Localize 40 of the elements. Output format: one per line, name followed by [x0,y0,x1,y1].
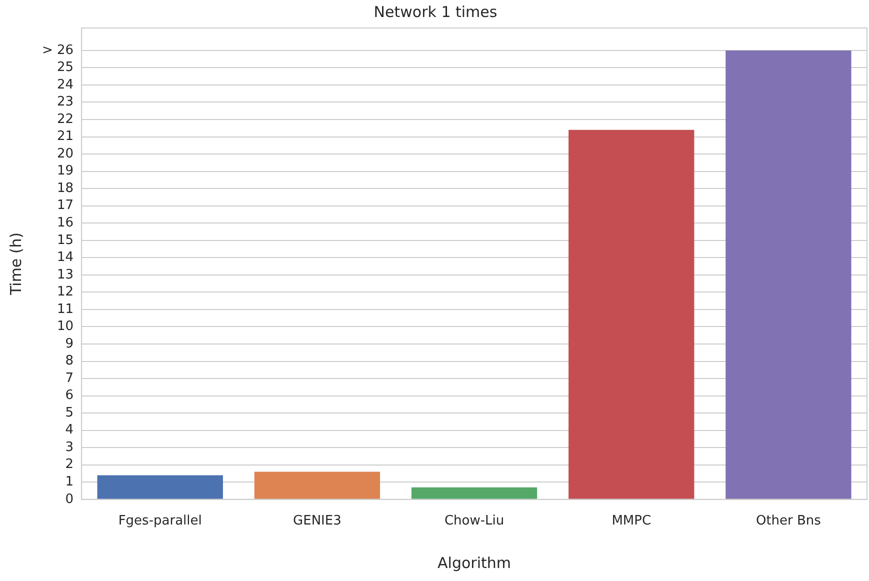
y-tick-label: 3 [65,440,74,455]
y-tick-label: 22 [57,112,74,127]
y-tick-label: 14 [57,250,74,266]
bar [726,50,852,499]
chart-title: Network 1 times [374,2,498,21]
y-tick-label: 23 [57,94,74,110]
x-tick-label: MMPC [612,514,652,529]
y-tick-label: 10 [57,319,74,334]
y-tick-label: 4 [65,422,74,438]
x-tick-label: Fges-parallel [118,514,202,529]
y-tick-label: 19 [57,164,74,179]
y-tick-label: 0 [65,492,74,507]
y-tick-label: 17 [57,198,74,214]
x-axis-title: Algorithm [438,554,512,572]
y-tick-label: 16 [57,215,74,230]
x-tick-label: Other Bns [756,514,822,529]
y-tick-label: 11 [57,302,74,317]
y-tick-label: 8 [65,354,74,369]
y-tick-label: 1 [65,474,74,490]
y-tick-label: 24 [57,77,74,92]
bar [254,472,380,499]
y-tick-label: 6 [65,388,74,404]
y-tick-label: 5 [65,405,74,420]
y-tick-label: 7 [65,370,74,386]
y-tick-label: 25 [57,60,74,76]
y-axis-title: Time (h) [6,232,25,296]
y-tick-label: 13 [57,267,74,282]
y-tick-label: 12 [57,284,74,300]
bar [411,487,538,499]
bar [97,475,223,499]
x-tick-label: GENIE3 [293,514,342,529]
y-tick-label: 2 [65,457,74,472]
y-tick-label: 20 [57,146,74,162]
bar [568,130,694,499]
y-tick-label: > 26 [42,42,74,58]
y-tick-label: 15 [57,232,74,248]
x-tick-label: Chow-Liu [444,514,504,529]
y-tick-label: 9 [65,336,74,352]
y-tick-label: 18 [57,180,74,196]
y-tick-label: 21 [57,129,74,144]
